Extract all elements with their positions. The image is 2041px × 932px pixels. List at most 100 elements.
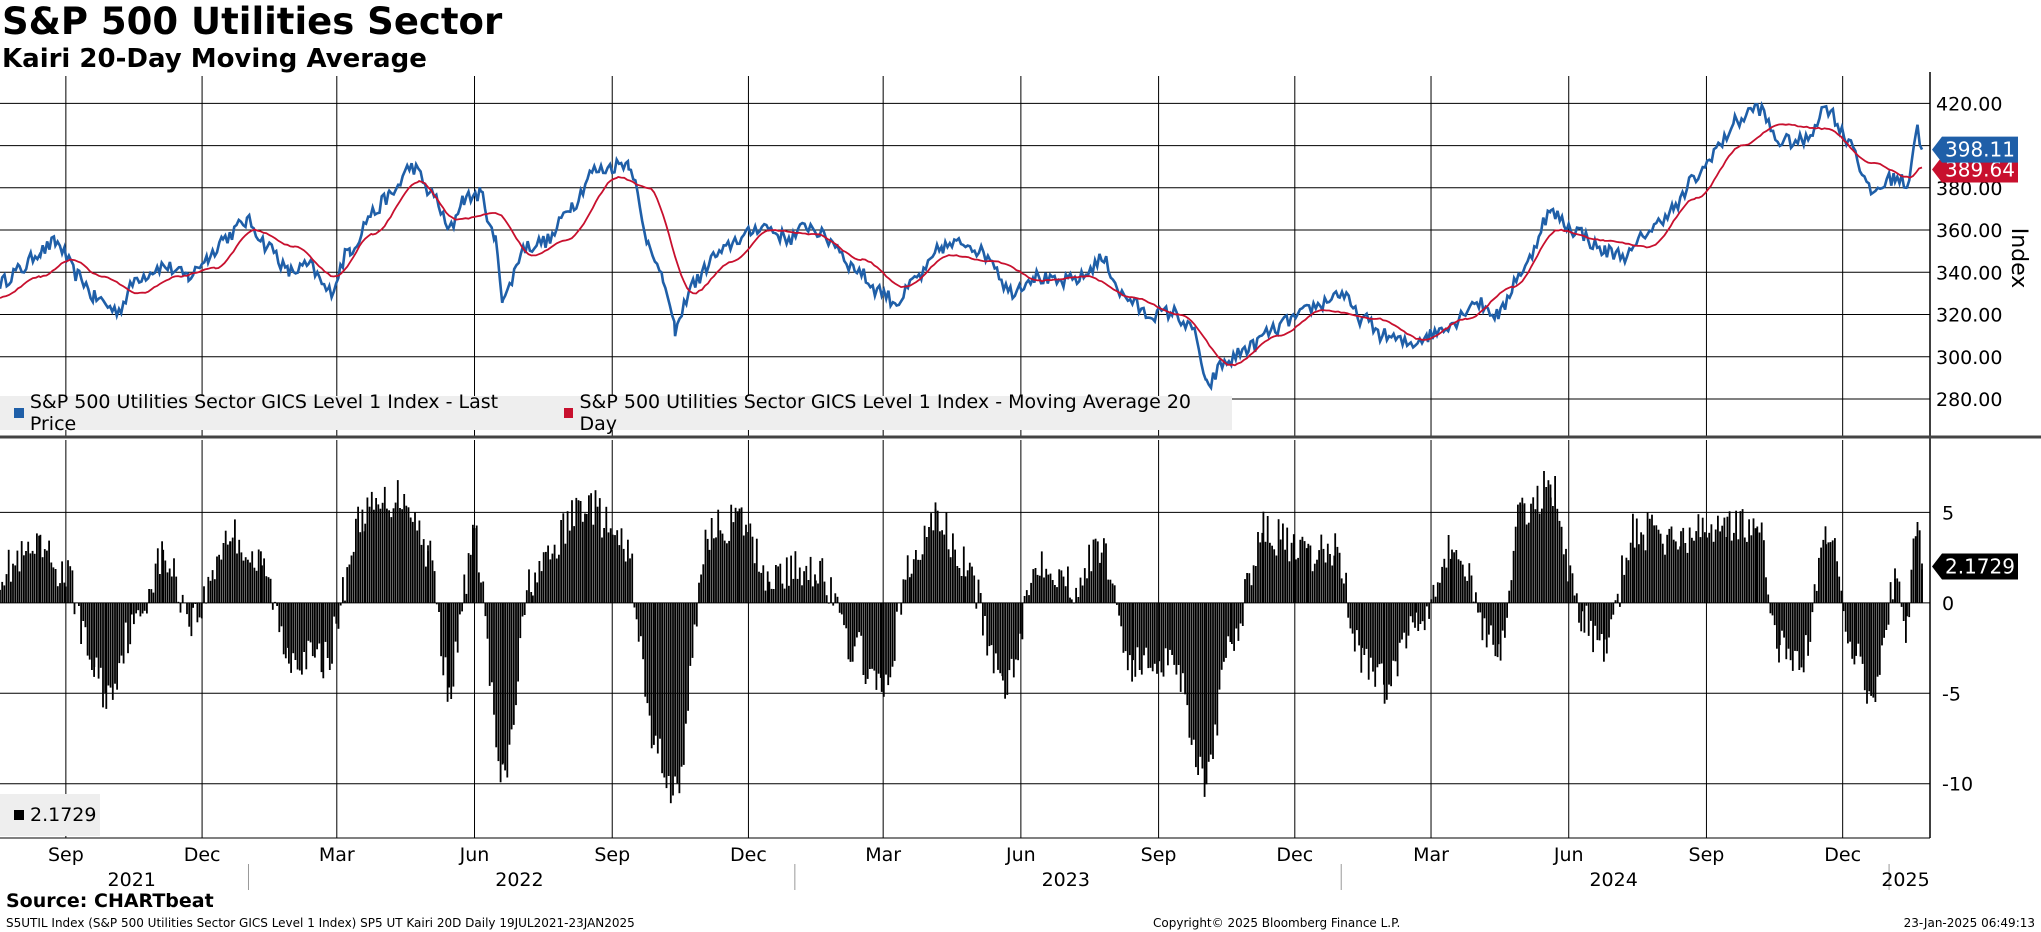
kairi-bar <box>579 501 582 603</box>
ma-last-tag-bg <box>1932 156 2018 183</box>
kairi-bar <box>491 602 493 683</box>
kairi-bar <box>114 602 116 684</box>
kairi-bar <box>749 523 752 603</box>
kairi-bar <box>1309 545 1312 603</box>
kairi-bar <box>120 602 123 656</box>
kairi-bar <box>1212 602 1214 759</box>
kairi-bar <box>832 602 835 606</box>
kairi-bar <box>1712 541 1715 603</box>
kairi-bar <box>555 558 558 603</box>
legend-swatch-price <box>14 408 24 418</box>
kairi-bar <box>1116 602 1118 605</box>
kairi-bar <box>1107 579 1110 603</box>
kairi-bar <box>105 602 108 709</box>
kairi-bar <box>1336 546 1339 603</box>
kairi-bar <box>506 602 509 778</box>
kairi-bar <box>823 581 826 603</box>
x-month-label: Jun <box>1005 844 1036 866</box>
kairi-bar <box>1547 480 1550 603</box>
kairi-bar <box>809 556 812 603</box>
kairi-bar <box>1590 602 1592 621</box>
kairi-bar <box>960 576 963 603</box>
kairi-bar <box>943 534 946 603</box>
kairi-bar <box>1543 471 1545 603</box>
kairi-bar <box>1674 541 1677 603</box>
kairi-bar <box>420 544 423 603</box>
kairi-bar <box>388 510 390 603</box>
kairi-bar <box>236 553 238 603</box>
kairi-bar <box>1748 519 1750 603</box>
kairi-bar <box>847 602 850 660</box>
kairi-bar <box>904 579 907 603</box>
kairi-bar <box>843 602 845 626</box>
kairi-bar <box>322 602 325 679</box>
kairi-bar <box>1111 583 1114 603</box>
kairi-bar <box>316 602 318 650</box>
kairi-bar <box>1483 602 1486 619</box>
kairi-bar <box>590 493 592 603</box>
kairi-bar <box>1699 537 1702 603</box>
kairi-bar <box>97 602 100 679</box>
kairi-bar <box>116 602 118 690</box>
kairi-bar <box>190 602 193 637</box>
kairi-bar <box>1349 602 1352 629</box>
kairi-bar <box>71 570 74 603</box>
kairi-bar <box>1269 542 1271 603</box>
kairi-bar <box>205 602 207 604</box>
kairi-bar <box>135 602 137 614</box>
kairi-bar <box>1241 602 1244 626</box>
kairi-bar <box>532 595 534 603</box>
kairi-bar <box>1910 569 1913 603</box>
kairi-bar <box>871 602 873 669</box>
kairi-bar <box>1405 602 1408 649</box>
kairi-bar <box>1883 602 1885 638</box>
kairi-bar <box>482 581 485 603</box>
kairi-bar <box>1153 602 1156 664</box>
kairi-bar <box>1787 602 1790 649</box>
kairi-bar <box>864 602 867 684</box>
kairi-bar <box>1730 540 1733 603</box>
kairi-bar <box>1664 554 1666 603</box>
kairi-bar <box>255 570 258 603</box>
kairi-bar <box>1192 602 1195 740</box>
kairi-bar <box>1038 575 1041 603</box>
kairi-bar <box>1558 520 1561 603</box>
kairi-bar <box>1383 602 1386 704</box>
kairi-bar <box>240 552 243 603</box>
kairi-bar <box>860 602 863 636</box>
kairi-bar <box>603 528 605 603</box>
y-tick-upper: 340.00 <box>1936 262 2002 284</box>
kairi-bar <box>966 570 969 603</box>
kairi-bar <box>1073 602 1075 604</box>
kairi-bar <box>1684 543 1687 603</box>
kairi-bar <box>1113 585 1116 603</box>
kairi-bar <box>1735 510 1737 603</box>
kairi-bar <box>478 572 480 603</box>
kairi-bar <box>728 540 730 603</box>
kairi-bar <box>122 602 125 664</box>
x-month-label: Dec <box>1824 844 1861 866</box>
kairi-bar <box>1237 602 1240 641</box>
kairi-bar <box>1849 602 1851 642</box>
kairi-bar <box>1646 512 1649 603</box>
kairi-bar <box>99 602 102 668</box>
y-tick-lower: -5 <box>1942 683 1961 705</box>
kairi-bar <box>1092 539 1095 603</box>
kairi-bar <box>224 530 227 603</box>
kairi-bar <box>1028 595 1030 603</box>
kairi-bar <box>274 601 276 603</box>
kairi-bar <box>830 577 832 603</box>
kairi-bar <box>1326 543 1329 603</box>
kairi-bar <box>320 602 323 673</box>
kairi-bar <box>1177 602 1180 665</box>
kairi-bar <box>267 577 270 603</box>
kairi-bar <box>1688 527 1691 603</box>
kairi-bars <box>0 471 1923 804</box>
kairi-bar <box>1288 561 1291 603</box>
kairi-bar <box>1789 602 1792 661</box>
kairi-bar <box>344 600 346 603</box>
kairi-bar <box>63 582 66 603</box>
kairi-bar <box>1421 602 1424 622</box>
kairi-bar <box>454 602 457 642</box>
kairi-bar <box>218 554 220 603</box>
